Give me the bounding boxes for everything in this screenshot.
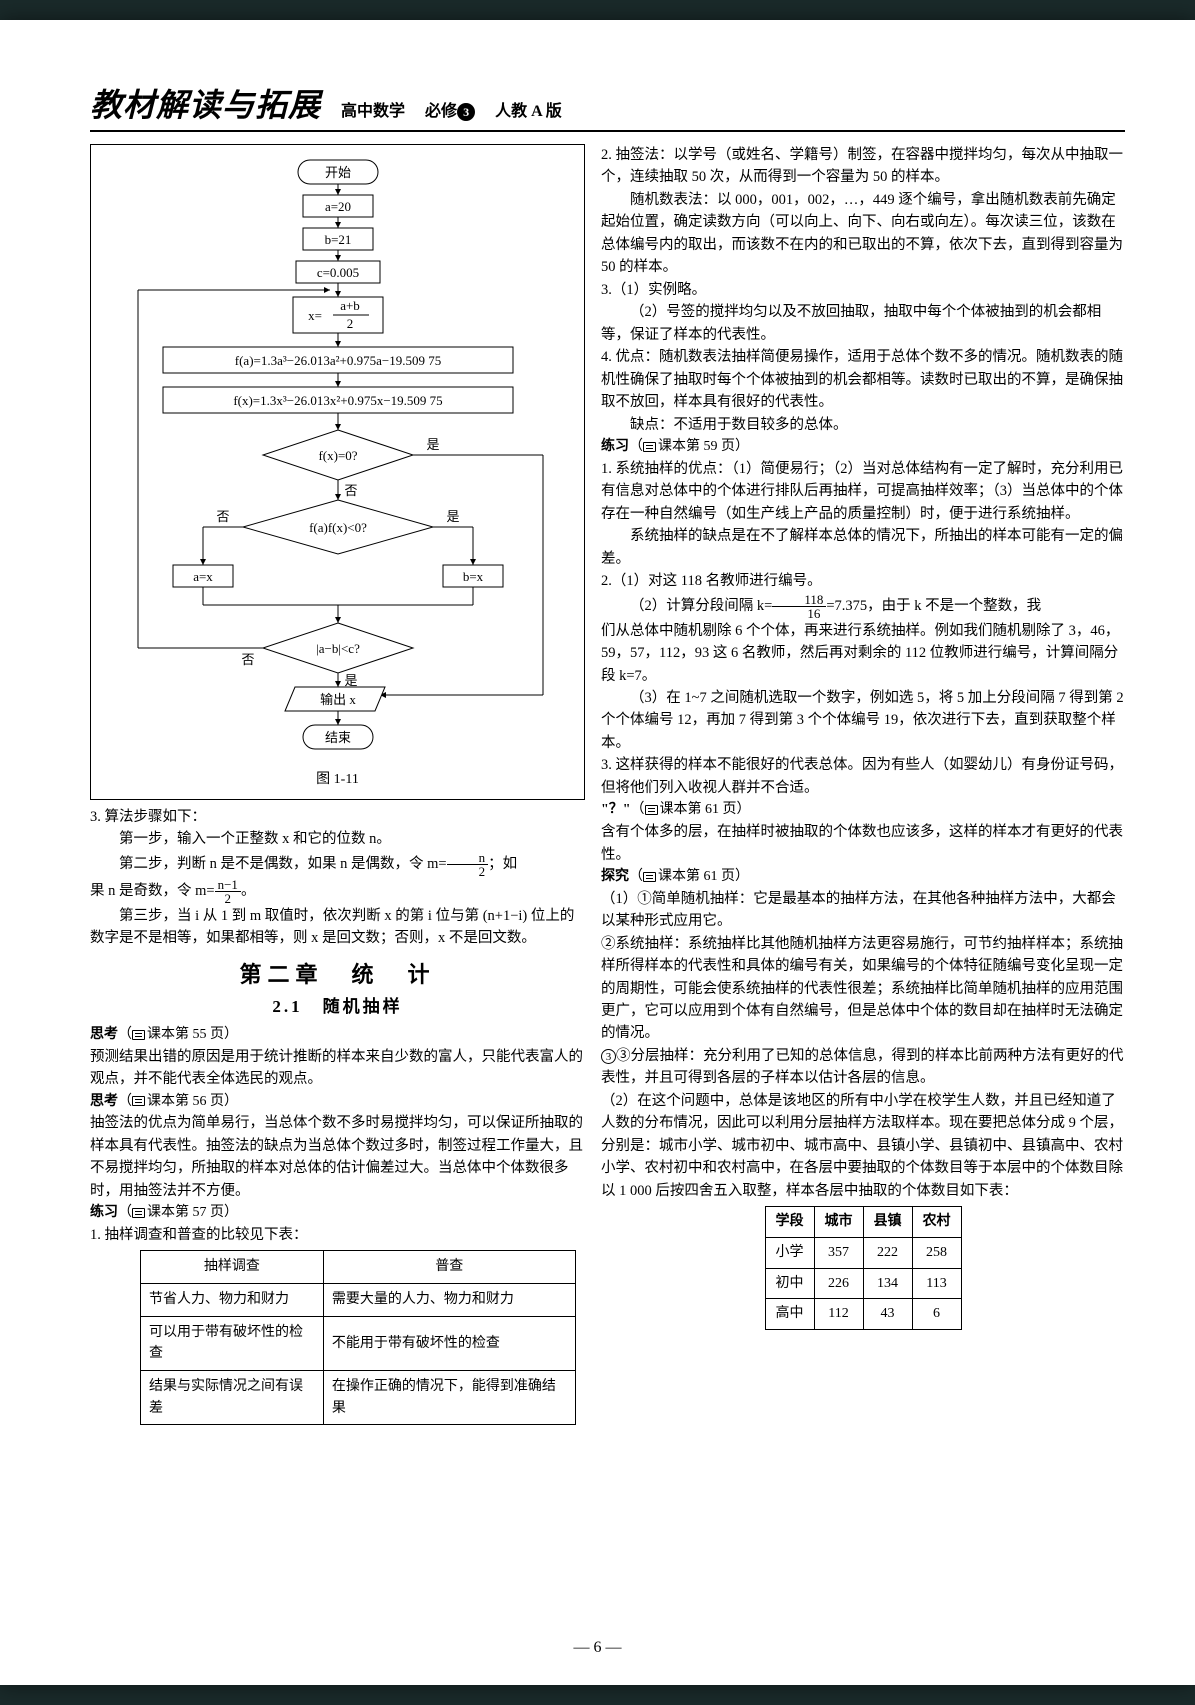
r-q2b: （2）计算分段间隔 k=11816=7.375，由于 k 不是一个整数，我 — [601, 593, 1125, 620]
svg-text:x=: x= — [308, 308, 322, 323]
flow-a: a=20 — [324, 199, 350, 214]
edition-text: 人教 A 版 — [495, 103, 562, 120]
sample-table: 学段 城市 县镇 农村 小学 357 222 258 初中 226 134 11… — [765, 1206, 962, 1330]
r-p2a: 2. 抽签法：以学号（或姓名、学籍号）制签，在容器中搅拌均匀，每次从中抽取一个，… — [601, 144, 1125, 189]
r-q2a: 2.（1）对这 118 名教师进行编号。 — [601, 570, 1125, 592]
algo-step2a: 第二步，判断 n 是不是偶数，如果 n 是偶数，令 m=n2；如 — [90, 851, 585, 878]
svg-text:否: 否 — [241, 652, 254, 667]
algo-head: 3. 算法步骤如下： — [90, 806, 585, 828]
cmp-h2: 普查 — [323, 1251, 575, 1284]
r-qm: 含有个体多的层，在抽样时被抽取的个体数也应该多，这样的样本才有更好的代表性。 — [601, 821, 1125, 866]
flow-end: 结束 — [324, 730, 350, 745]
right-column: 2. 抽签法：以学号（或姓名、学籍号）制签，在容器中搅拌均匀，每次从中抽取一个，… — [601, 144, 1125, 1429]
frac-118-16: 11816 — [772, 593, 826, 620]
svg-text:2: 2 — [346, 316, 353, 331]
flow-q2: f(a)f(x)<0? — [309, 520, 367, 535]
lx1-head: 1. 抽样调查和普查的比较见下表： — [90, 1224, 585, 1246]
vol-text: 必修 — [425, 103, 457, 120]
think-ref-55: 思考（课本第 55 页） — [90, 1024, 585, 1046]
chapter2-title: 第二章 统 计 — [90, 958, 585, 992]
r-p3a: 3.（1）实例略。 — [601, 279, 1125, 301]
r-p2b: 随机数表法：以 000，001，002，…，449 逐个编号，拿出随机数表前先确… — [601, 189, 1125, 279]
svg-text:是: 是 — [344, 673, 357, 688]
flow-q1: f(x)=0? — [318, 448, 357, 463]
page-header: 教材解读与拓展 高中数学 必修3 人教 A 版 — [90, 80, 1125, 132]
flow-output: 输出 x — [320, 692, 356, 707]
page: 教材解读与拓展 高中数学 必修3 人教 A 版 — [0, 20, 1195, 1685]
r-q2c: 们从总体中随机剔除 6 个个体，再来进行系统抽样。例如我们随机剔除了 3，46，… — [601, 620, 1125, 687]
subject-text: 高中数学 — [341, 103, 405, 120]
table-row: 可以用于带有破坏性的检查不能用于带有破坏性的检查 — [141, 1316, 576, 1370]
svg-text:是: 是 — [426, 437, 439, 452]
r-tj3: 3③分层抽样：充分利用了已知的总体信息，得到的样本比前两种方法有更好的代表性，并… — [601, 1045, 1125, 1090]
r-tj2: ②系统抽样：系统抽样比其他随机抽样方法更容易施行，可节约抽样样本；系统抽样所得样… — [601, 933, 1125, 1045]
s2c: 果 n 是奇数，令 m= — [90, 882, 215, 898]
header-subject: 高中数学 必修3 人教 A 版 — [341, 97, 562, 121]
table-row: 学段 城市 县镇 农村 — [765, 1207, 961, 1238]
book-icon — [645, 805, 658, 815]
page-number: — 6 — — [0, 1639, 1195, 1657]
r-p3b: （2）号签的搅拌均匀以及不放回抽取，抽取中每个个体被抽到的机会都相等，保证了样本… — [601, 301, 1125, 346]
flowchart-caption: 图 1-11 — [99, 769, 576, 791]
r-p4a: 4. 优点：随机数表法抽样简便易操作，适用于总体个数不多的情况。随机数表的随机性… — [601, 346, 1125, 413]
explore-ref-61: 探究（课本第 61 页） — [601, 866, 1125, 888]
section21-title: 2.1 随机抽样 — [90, 994, 585, 1020]
q2b-a: （2）计算分段间隔 k= — [630, 597, 772, 613]
flow-fa: f(a)=1.3a³−26.013a²+0.975a−19.509 75 — [234, 353, 440, 368]
r-tj1: （1）①简单随机抽样：它是最基本的抽样方法，在其他各种抽样方法中，大都会以某种形… — [601, 888, 1125, 933]
frac-n12: n−12 — [215, 878, 241, 905]
flowchart-svg: 开始 a=20 b=21 c=0.005 — [103, 155, 573, 765]
algo-step1: 第一步，输入一个正整数 x 和它的位数 n。 — [90, 828, 585, 850]
s2d: 。 — [241, 882, 256, 898]
book-title: 教材解读与拓展 — [90, 80, 321, 126]
circled-3-icon: 3 — [601, 1049, 616, 1064]
frac-n2: n2 — [447, 851, 489, 878]
think55-text: 预测结果出错的原因是用于统计推断的样本来自少数的富人，只能代表富人的观点，并不能… — [90, 1046, 585, 1091]
algo-step2b: 果 n 是奇数，令 m=n−12。 — [90, 878, 585, 905]
flowchart-box: 开始 a=20 b=21 c=0.005 — [90, 144, 585, 800]
table-row: 初中 226 134 113 — [765, 1268, 961, 1299]
svg-text:是: 是 — [446, 509, 459, 524]
think-ref-56: 思考（课本第 56 页） — [90, 1091, 585, 1113]
table-row: 结果与实际情况之间有误差在操作正确的情况下，能得到准确结果 — [141, 1371, 576, 1425]
s2a: 第二步，判断 n 是不是偶数，如果 n 是偶数，令 m= — [119, 855, 447, 871]
flow-q3: |a−b|<c? — [316, 641, 360, 656]
flow-bx: b=x — [462, 569, 483, 584]
algo-step3: 第三步，当 i 从 1 到 m 取值时，依次判断 x 的第 i 位与第 (n+1… — [90, 905, 585, 950]
svg-text:否: 否 — [344, 483, 357, 498]
compare-table: 抽样调查普查 节省人力、物力和财力需要大量的人力、物力和财力 可以用于带有破坏性… — [140, 1250, 576, 1425]
table-row: 高中 112 43 6 — [765, 1299, 961, 1330]
practice-ref-57: 练习（课本第 57 页） — [90, 1202, 585, 1224]
two-columns: 开始 a=20 b=21 c=0.005 — [90, 144, 1125, 1429]
svg-text:否: 否 — [216, 509, 229, 524]
flow-start: 开始 — [324, 165, 350, 180]
left-column: 开始 a=20 b=21 c=0.005 — [90, 144, 585, 1429]
r-q1a: 1. 系统抽样的优点：（1）简便易行；（2）当对总体结构有一定了解时，充分利用已… — [601, 458, 1125, 525]
book-icon — [132, 1208, 145, 1218]
cmp-h1: 抽样调查 — [141, 1251, 324, 1284]
r-q1b: 系统抽样的缺点是在不了解样本总体的情况下，所抽出的样本可能有一定的偏差。 — [601, 525, 1125, 570]
s2b: ；如 — [488, 855, 517, 871]
flow-b: b=21 — [324, 232, 351, 247]
r-p4b: 缺点：不适用于数目较多的总体。 — [601, 414, 1125, 436]
table-row: 抽样调查普查 — [141, 1251, 576, 1284]
r-tj4: （2）在这个问题中，总体是该地区的所有中小学在校学生人数，并且已经知道了人数的分… — [601, 1090, 1125, 1202]
book-icon — [643, 442, 656, 452]
qmark-ref-61: "？"（课本第 61 页） — [601, 799, 1125, 821]
book-icon — [643, 872, 656, 882]
table-row: 节省人力、物力和财力需要大量的人力、物力和财力 — [141, 1284, 576, 1317]
book-icon — [132, 1096, 145, 1106]
q2b-b: =7.375，由于 k 不是一个整数，我 — [826, 597, 1041, 613]
vol-num-icon: 3 — [457, 103, 475, 121]
r-q3: 3. 这样获得的样本不能很好的代表总体。因为有些人（如婴幼儿）有身份证号码，但将… — [601, 754, 1125, 799]
flow-c: c=0.005 — [316, 265, 358, 280]
table-row: 小学 357 222 258 — [765, 1237, 961, 1268]
think56-text: 抽签法的优点为简单易行，当总体个数不多时易搅拌均匀，可以保证所抽取的样本具有代表… — [90, 1112, 585, 1202]
flow-ax: a=x — [193, 569, 213, 584]
r-q2d: （3）在 1~7 之间随机选取一个数字，例如选 5，将 5 加上分段间隔 7 得… — [601, 687, 1125, 754]
svg-text:a+b: a+b — [340, 298, 360, 313]
book-icon — [132, 1030, 145, 1040]
flow-fx: f(x)=1.3x³−26.013x²+0.975x−19.509 75 — [233, 393, 442, 408]
practice-ref-59: 练习（课本第 59 页） — [601, 436, 1125, 458]
